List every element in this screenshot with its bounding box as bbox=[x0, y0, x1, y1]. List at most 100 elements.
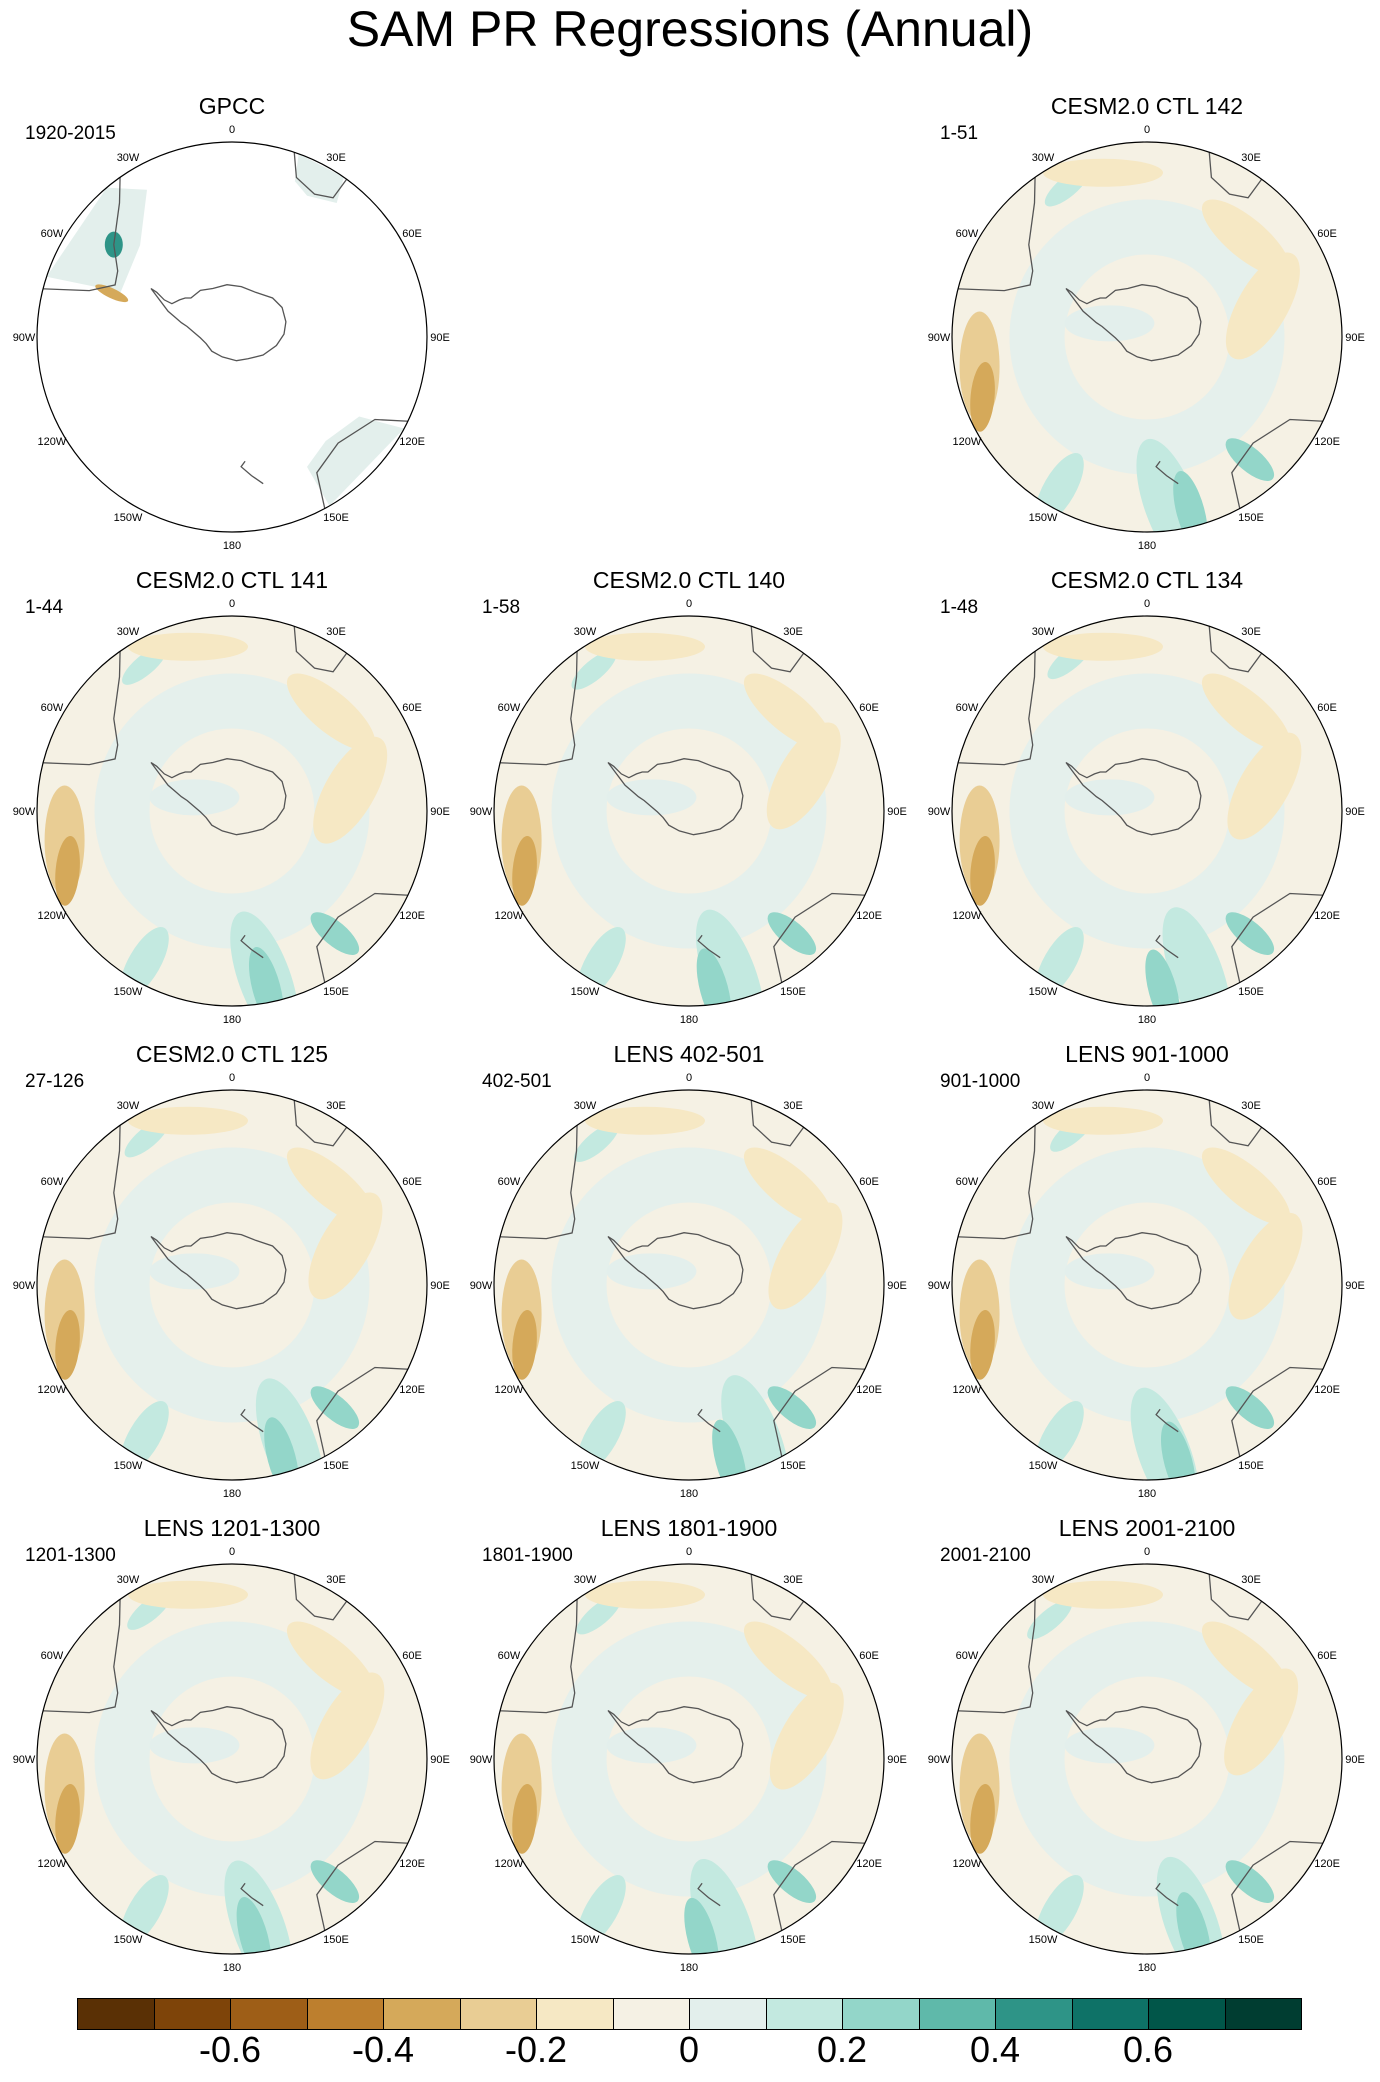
longitude-label: 120E bbox=[1314, 436, 1340, 448]
south-america-coastline bbox=[37, 171, 121, 292]
polar-map: 0 30E 60E 90E 120E 150E 180 150W 120W 90W 60W 30W bbox=[928, 124, 1365, 552]
panel-cesm-ctl-134: CESM2.0 CTL 134 1-48 0 30E 60E 90E 120E 150E 1… bbox=[928, 566, 1365, 1036]
longitude-label: 30E bbox=[326, 152, 346, 164]
regression-contour bbox=[743, 1621, 833, 1699]
regression-contour bbox=[606, 1253, 697, 1290]
longitude-label: 90W bbox=[13, 332, 36, 344]
south-america-coastline bbox=[952, 171, 1036, 292]
panel-title: CESM2.0 CTL 125 bbox=[135, 1041, 329, 1067]
longitude-label: 0 bbox=[686, 1072, 692, 1084]
longitude-label: 150W bbox=[1029, 986, 1058, 998]
longitude-label: 120E bbox=[856, 1858, 882, 1870]
longitude-label: 90W bbox=[928, 1754, 951, 1766]
regression-contour bbox=[695, 909, 765, 1006]
regression-contour bbox=[1145, 949, 1181, 1006]
land-precip bbox=[46, 187, 147, 292]
map-boundary bbox=[36, 1089, 428, 1481]
regression-contour bbox=[769, 1682, 844, 1790]
colorbar-tick-label: 0.2 bbox=[816, 2029, 868, 2070]
regression-contour bbox=[767, 1386, 817, 1429]
colorbar-tick-label: 0.6 bbox=[1122, 2029, 1174, 2070]
longitude-label: 60E bbox=[1317, 228, 1337, 240]
antarctica-coastline bbox=[607, 758, 744, 836]
longitude-label: 30W bbox=[117, 152, 140, 164]
africa-coastline bbox=[293, 620, 351, 673]
regression-contour bbox=[585, 632, 706, 661]
longitude-label: 0 bbox=[229, 1072, 235, 1084]
longitude-label: 180 bbox=[223, 1962, 241, 1974]
longitude-label: 120W bbox=[495, 1384, 524, 1396]
polar-map: 0 30E 60E 90E 120E 150E 180 150W 120W 90W 60W 30W bbox=[13, 1072, 450, 1500]
regression-contour bbox=[585, 1580, 706, 1609]
regression-contour bbox=[743, 1147, 833, 1225]
longitude-label: 180 bbox=[680, 1488, 698, 1500]
panel-title: CESM2.0 CTL 140 bbox=[592, 567, 786, 593]
longitude-label: 0 bbox=[686, 598, 692, 610]
longitude-label: 90E bbox=[887, 1754, 907, 1766]
longitude-label: 150W bbox=[114, 1934, 143, 1946]
panel-gpcc: GPCC 1920-2015 0 30E 60E 90E 120E 150E 180 150W… bbox=[13, 92, 450, 562]
regression-contour bbox=[1064, 1253, 1155, 1290]
longitude-label: 60W bbox=[498, 1650, 521, 1662]
period-label: 1201-1300 bbox=[25, 1545, 116, 1566]
colorbar-box bbox=[230, 1998, 308, 2030]
map-field bbox=[37, 1090, 427, 1480]
regression-contour bbox=[696, 948, 732, 1006]
regression-contour bbox=[970, 835, 995, 906]
regression-contour bbox=[149, 1253, 240, 1290]
longitude-label: 90E bbox=[887, 806, 907, 818]
longitude-label: 150W bbox=[571, 986, 600, 998]
south-america-coastline bbox=[952, 1593, 1036, 1714]
longitude-label: 150W bbox=[1029, 512, 1058, 524]
longitude-label: 60E bbox=[1317, 1176, 1337, 1188]
polar-map: 0 30E 60E 90E 120E 150E 180 150W 120W 90W 60W 30W bbox=[13, 598, 450, 1026]
longitude-label: 180 bbox=[680, 1962, 698, 1974]
antarctica-coastline bbox=[1065, 284, 1202, 362]
colorbar-tick-label: -0.6 bbox=[198, 2029, 262, 2070]
period-label: 1801-1900 bbox=[482, 1545, 573, 1566]
south-america-coastline bbox=[952, 1119, 1036, 1240]
regression-contour bbox=[767, 1860, 817, 1903]
polar-map: 0 30E 60E 90E 120E 150E 180 150W 120W 90W 60W 30W bbox=[13, 124, 450, 552]
antarctica-coastline bbox=[150, 758, 287, 836]
regression-contour bbox=[1064, 305, 1155, 342]
longitude-label: 90W bbox=[470, 806, 493, 818]
australia-coastline bbox=[1231, 1366, 1329, 1462]
map-field bbox=[37, 1564, 427, 1954]
polar-map: 0 30E 60E 90E 120E 150E 180 150W 120W 90W 60W 30W bbox=[470, 1546, 907, 1974]
regression-contour bbox=[1227, 732, 1302, 840]
longitude-label: 120E bbox=[399, 1384, 425, 1396]
panel-lens-1801-1900: LENS 1801-1900 1801-1900 0 30E 60E 90E 120E 1… bbox=[470, 1514, 907, 1984]
africa-coastline bbox=[1208, 620, 1266, 673]
longitude-label: 90W bbox=[13, 1280, 36, 1292]
polar-map: 0 30E 60E 90E 120E 150E 180 150W 120W 90W 60W 30W bbox=[13, 1546, 450, 1974]
longitude-label: 90W bbox=[470, 1754, 493, 1766]
longitude-label: 120W bbox=[38, 436, 67, 448]
longitude-label: 90E bbox=[430, 1754, 450, 1766]
map-boundary bbox=[493, 1563, 885, 1955]
panel-title: LENS 1801-1900 bbox=[600, 1515, 778, 1541]
panel-cesm-ctl-142: CESM2.0 CTL 142 1-51 0 30E 60E 90E 120E 150E 1… bbox=[928, 92, 1365, 562]
longitude-label: 90E bbox=[1345, 1280, 1365, 1292]
regression-contour bbox=[313, 736, 388, 844]
longitude-label: 60W bbox=[41, 702, 64, 714]
regression-contour bbox=[1225, 438, 1275, 481]
new-zealand-coastline bbox=[697, 934, 721, 959]
longitude-label: 120E bbox=[1314, 910, 1340, 922]
regression-contour bbox=[1043, 158, 1164, 187]
longitude-label: 90E bbox=[430, 1280, 450, 1292]
regression-contour bbox=[55, 835, 80, 906]
regression-contour bbox=[970, 361, 995, 432]
longitude-label: 150W bbox=[571, 1460, 600, 1472]
regression-contour bbox=[149, 779, 240, 816]
longitude-label: 120W bbox=[953, 1384, 982, 1396]
regression-contour bbox=[767, 912, 817, 955]
regression-contour bbox=[574, 1122, 619, 1162]
panel-cesm-ctl-140: CESM2.0 CTL 140 1-58 0 30E 60E 90E 120E 150E 1… bbox=[470, 566, 907, 1036]
panel-cesm-ctl-125: CESM2.0 CTL 125 27-126 0 30E 60E 90E 120E 150… bbox=[13, 1040, 450, 1510]
colorbar-tick-label: 0 bbox=[678, 2029, 700, 2070]
regression-contour bbox=[1064, 779, 1155, 816]
longitude-label: 180 bbox=[223, 1014, 241, 1026]
map-field bbox=[494, 1090, 884, 1480]
longitude-label: 180 bbox=[1138, 540, 1156, 552]
